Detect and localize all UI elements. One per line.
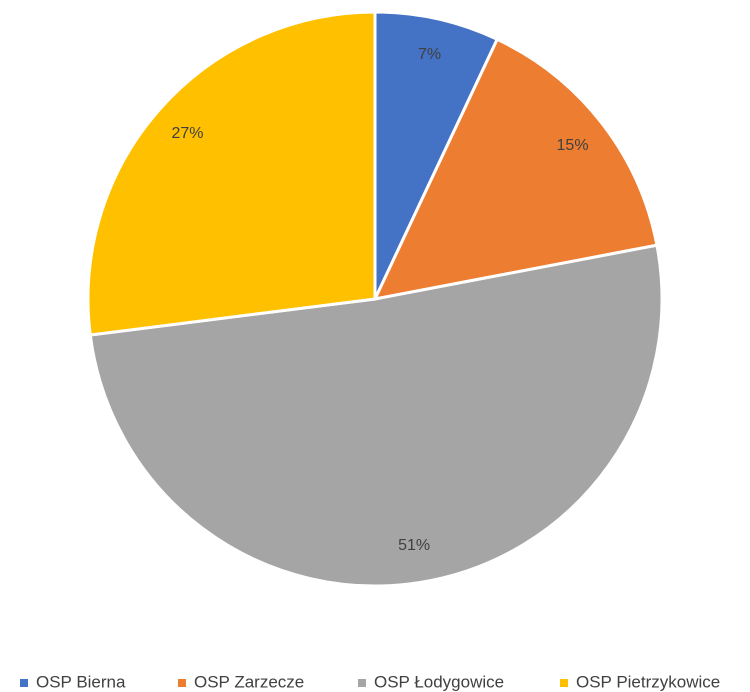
data-label: 51%: [398, 537, 430, 554]
legend-marker: [178, 679, 186, 687]
legend-label: OSP Bierna: [36, 672, 126, 691]
pie-slice: [88, 243, 664, 588]
pie-slice: [86, 10, 377, 337]
legend-label: OSP Zarzecze: [194, 672, 304, 691]
legend-label: OSP Łodygowice: [374, 672, 504, 691]
pie-slice: [372, 37, 659, 302]
data-label: 7%: [418, 46, 441, 63]
legend-marker: [560, 679, 568, 687]
data-label: 15%: [557, 137, 589, 154]
legend-marker: [358, 679, 366, 687]
legend-marker: [20, 679, 28, 687]
data-label: 27%: [171, 125, 203, 142]
pie-slice: [373, 10, 500, 300]
legend-label: OSP Pietrzykowice: [576, 672, 720, 691]
